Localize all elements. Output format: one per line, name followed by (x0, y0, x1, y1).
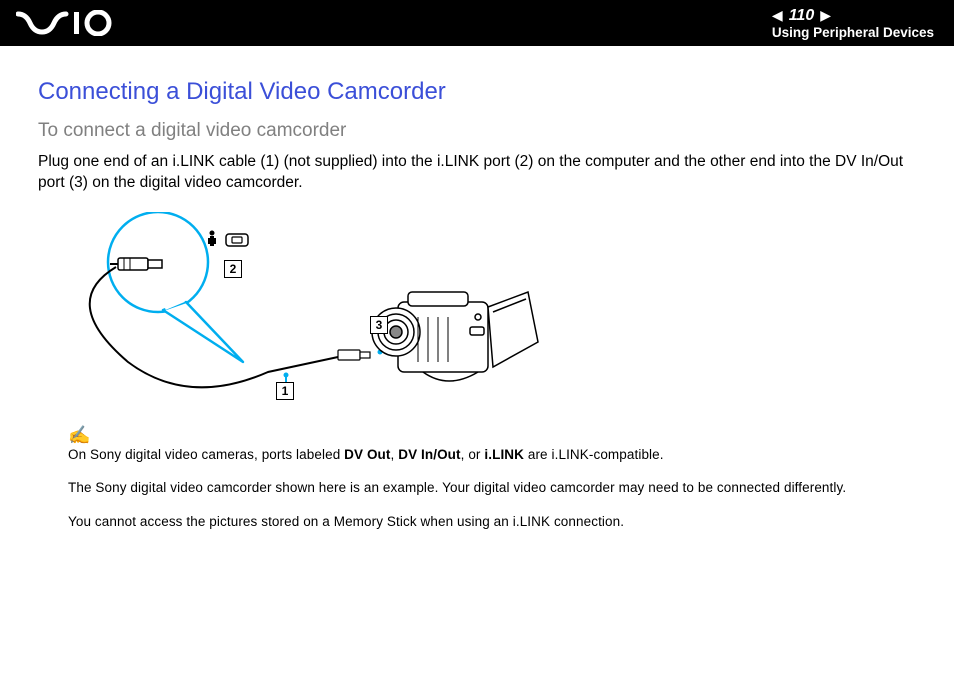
vaio-logo (16, 10, 126, 36)
note-1: On Sony digital video cameras, ports lab… (68, 446, 916, 464)
nav-next-icon[interactable]: ▶ (820, 7, 831, 24)
nav-prev-icon[interactable]: ◀ (772, 7, 783, 24)
note-icon: ✍ (68, 425, 90, 446)
note-1-b2: DV In/Out (398, 447, 460, 462)
note-1-s2: , or (461, 447, 485, 462)
connection-diagram: 2 1 3 (68, 212, 628, 407)
callout-2: 2 (224, 260, 242, 278)
section-subtitle: To connect a digital video camcorder (38, 120, 916, 142)
header-bar: ◀ 110 ▶ Using Peripheral Devices (0, 0, 954, 46)
notes-section: ✍ On Sony digital video cameras, ports l… (38, 425, 916, 531)
page-number: 110 (789, 7, 815, 25)
instruction-text: Plug one end of an i.LINK cable (1) (not… (38, 152, 916, 194)
note-1-b3: i.LINK (484, 447, 524, 462)
page-content: Connecting a Digital Video Camcorder To … (0, 46, 954, 530)
note-2: The Sony digital video camcorder shown h… (68, 479, 916, 497)
page-title: Connecting a Digital Video Camcorder (38, 78, 916, 106)
header-nav: ◀ 110 ▶ Using Peripheral Devices (772, 7, 934, 40)
note-1-pre: On Sony digital video cameras, ports lab… (68, 447, 344, 462)
note-1-b1: DV Out (344, 447, 390, 462)
callout-3: 3 (370, 316, 388, 334)
note-1-post: are i.LINK-compatible. (524, 447, 664, 462)
breadcrumb[interactable]: Using Peripheral Devices (772, 25, 934, 40)
note-3: You cannot access the pictures stored on… (68, 513, 916, 531)
callout-1: 1 (276, 382, 294, 400)
